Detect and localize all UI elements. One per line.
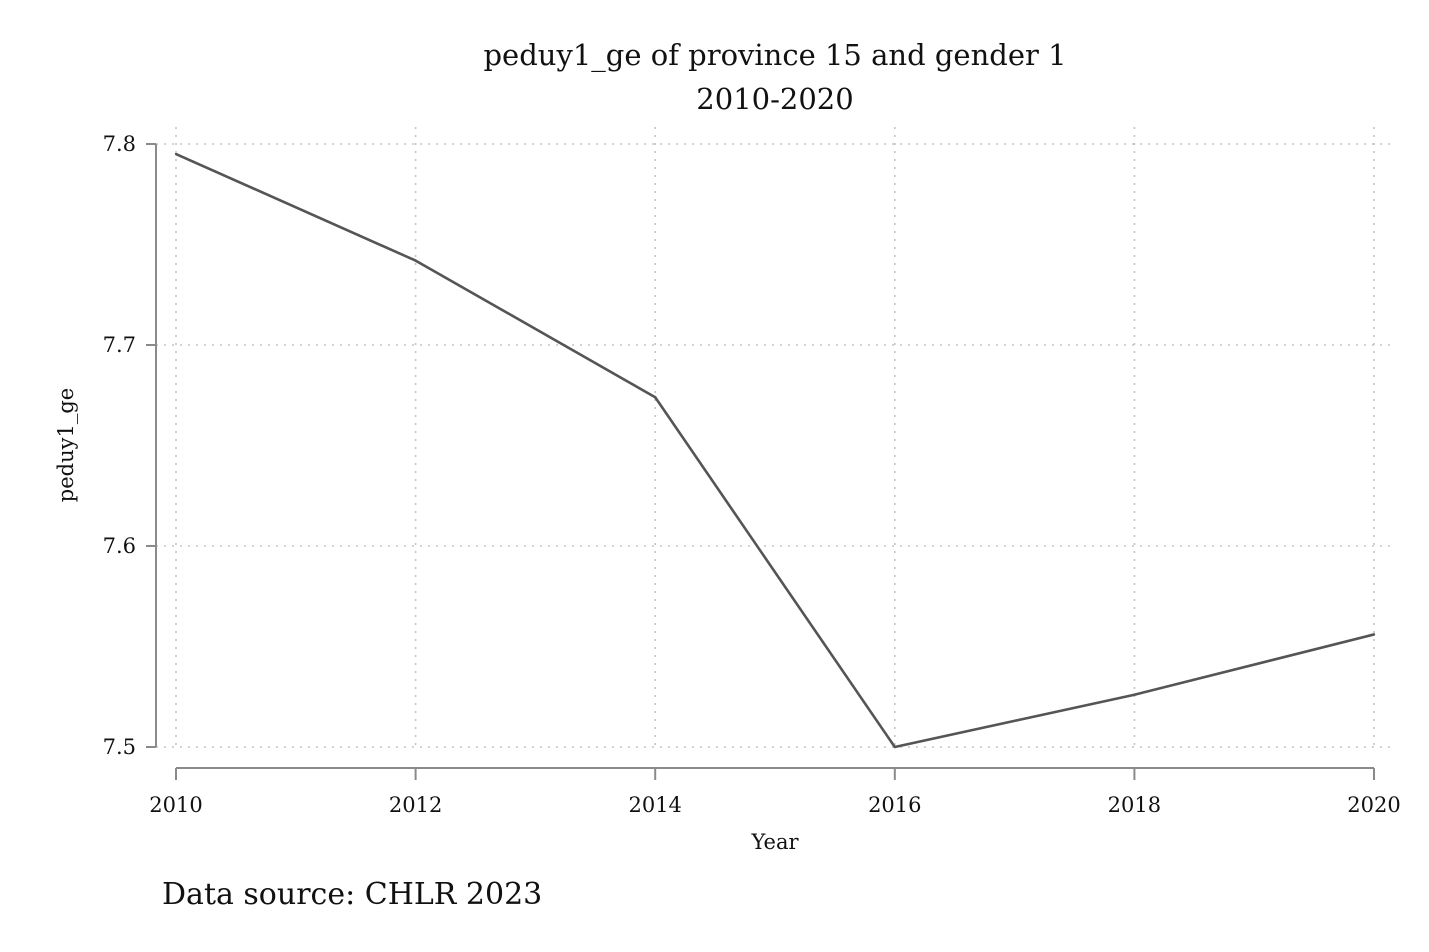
series-line [175,152,1375,749]
y-tick-label: 7.6 [103,534,136,558]
data-point [414,259,417,262]
y-axis-ticks: 7.5 7.6 7.7 7.8 [103,132,156,759]
y-tick-label: 7.7 [103,333,136,357]
chart-title: peduy1_ge of province 15 and gender 1 20… [483,38,1066,116]
data-point [174,152,178,156]
data-source-note: Data source: CHLR 2023 [162,877,542,912]
data-point [1372,633,1376,636]
data-point [893,745,896,749]
data-point [654,396,657,399]
y-axis-label: peduy1_ge [54,388,78,502]
x-axis-label: Year [750,830,799,854]
x-tick-label: 2014 [628,793,681,817]
y-tick-label: 7.5 [103,735,136,759]
x-tick-label: 2018 [1108,793,1161,817]
chart-title-line: peduy1_ge of province 15 and gender 1 [483,38,1066,73]
data-point [1133,693,1136,696]
y-tick-label: 7.8 [103,132,136,156]
x-tick-label: 2016 [868,793,921,817]
x-tick-label: 2010 [149,793,202,817]
series-group [174,152,1376,749]
axes [155,144,1374,769]
gridlines [156,127,1392,751]
x-axis-ticks: 2010 2012 2014 2016 2018 2020 [149,768,1401,817]
chart-subtitle: 2010-2020 [696,82,853,116]
x-tick-label: 2012 [389,793,442,817]
x-tick-label: 2020 [1347,793,1400,817]
